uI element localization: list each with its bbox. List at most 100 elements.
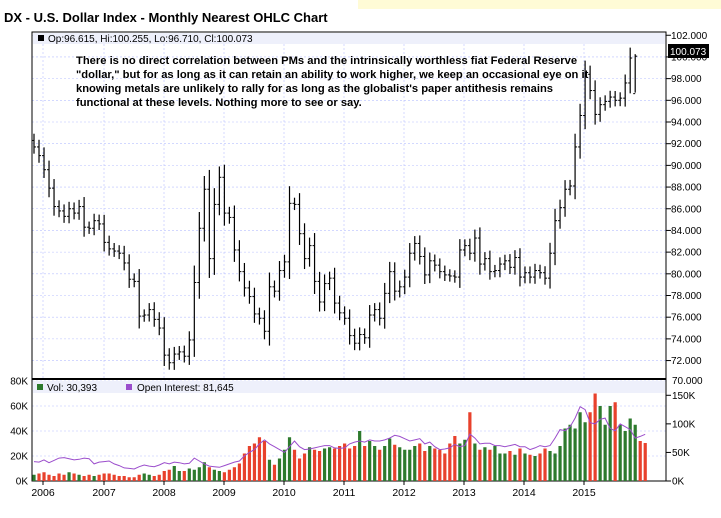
- ohlc-bar: [112, 243, 117, 257]
- volume-bar: [142, 473, 146, 481]
- ohlc-bar: [397, 280, 402, 298]
- volume-bar: [608, 406, 612, 481]
- price-tick-label: 102.000: [671, 31, 708, 42]
- oi-tick-label: 100K: [672, 419, 696, 430]
- ohlc-bar: [32, 133, 36, 154]
- volume-bar: [423, 451, 427, 481]
- volume-bar: [498, 453, 502, 481]
- volume-bar: [528, 454, 532, 481]
- ohlc-bar: [402, 269, 407, 295]
- ohlc-bar: [583, 60, 588, 130]
- volume-bar: [172, 466, 176, 481]
- ohlc-bar: [407, 243, 412, 288]
- volume-bar: [312, 449, 317, 481]
- ohlc-bar: [603, 95, 608, 111]
- ohlc-bar: [197, 212, 202, 299]
- ohlc-bar: [82, 197, 87, 237]
- ohlc-bar: [262, 310, 267, 340]
- oi-tick-label: 150K: [672, 391, 696, 402]
- oi-legend-swatch: [126, 384, 132, 390]
- volume-tick-label: 40K: [10, 427, 28, 438]
- ohlc-bar: [362, 328, 367, 344]
- ohlc-bar: [558, 199, 563, 229]
- volume-bar: [107, 473, 111, 481]
- ohlc-bar: [347, 309, 352, 345]
- volume-bar: [618, 424, 622, 481]
- ohlc-bar: [257, 307, 262, 325]
- volume-bar: [558, 446, 562, 481]
- volume-tick-label: 60K: [10, 402, 28, 413]
- x-tick-label: 2014: [512, 487, 536, 499]
- price-tick-label: 92.000: [671, 139, 702, 150]
- ohlc-bar: [97, 214, 102, 231]
- ohlc-bar: [502, 254, 507, 271]
- price-tick-label: 84.000: [671, 226, 702, 237]
- price-axis-ticks: 72.000 74.000 76.000 78.000 80.000 82.000 84.0…: [666, 31, 708, 367]
- ohlc-bar: [77, 199, 82, 220]
- volume-bar: [578, 412, 582, 481]
- volume-bar: [112, 474, 116, 481]
- volume-bar: [428, 446, 432, 481]
- ohlc-bar: [507, 254, 512, 275]
- ohlc-bar: [422, 247, 427, 285]
- volume-bars: [32, 393, 647, 481]
- volume-bar: [368, 441, 372, 481]
- ohlc-bar: [132, 273, 137, 288]
- ohlc-bar: [87, 221, 92, 234]
- ohlc-bar: [292, 197, 297, 211]
- price-tick-label: 90.000: [671, 161, 702, 172]
- ohlc-bar: [332, 267, 337, 314]
- ohlc-bar: [167, 348, 172, 370]
- ohlc-bar: [182, 345, 187, 363]
- volume-bar: [363, 446, 367, 481]
- ohlc-bar: [342, 306, 347, 325]
- ohlc-bar: [37, 139, 42, 163]
- ohlc-bar: [232, 205, 237, 262]
- volume-bar: [282, 449, 287, 481]
- ohlc-bar: [312, 233, 317, 294]
- oi-tick-label: 0K: [672, 477, 685, 488]
- volume-bar: [483, 447, 487, 481]
- ohlc-bar: [462, 239, 467, 257]
- x-tick-label: 2010: [272, 487, 296, 499]
- volume-bar: [242, 453, 247, 481]
- header-strip: [358, 0, 721, 9]
- volume-bar: [257, 437, 262, 481]
- volume-bar: [493, 446, 497, 481]
- ohlc-bar: [147, 303, 152, 322]
- volume-bar: [643, 443, 647, 481]
- volume-bar: [518, 448, 522, 481]
- ohlc-bar: [633, 54, 638, 95]
- x-tick-label: 2011: [333, 487, 356, 499]
- ohlc-bar: [548, 242, 553, 289]
- ohlc-bar: [357, 327, 362, 351]
- ohlc-bar: [442, 265, 447, 281]
- volume-bar: [147, 474, 151, 481]
- volume-bar: [152, 476, 156, 481]
- volume-bar: [538, 453, 542, 481]
- volume-bar: [473, 443, 477, 481]
- ohlc-bar: [187, 331, 192, 365]
- price-legend-strip: [33, 33, 665, 44]
- ohlc-bar: [613, 90, 618, 107]
- volume-bar: [137, 474, 141, 481]
- volume-bar: [503, 453, 507, 481]
- ohlc-bar: [487, 250, 492, 280]
- volume-bar: [252, 443, 257, 481]
- volume-bar: [603, 424, 607, 481]
- x-tick-label: 2008: [152, 487, 176, 499]
- price-tick-label: 80.000: [671, 269, 702, 280]
- volume-bar: [508, 451, 512, 481]
- ohlc-bar: [227, 206, 232, 224]
- volume-bar: [438, 449, 442, 481]
- volume-tick-label: 80K: [10, 377, 28, 388]
- ohlc-bar: [517, 248, 522, 287]
- volume-bar: [583, 422, 587, 481]
- volume-bar: [563, 428, 567, 481]
- volume-axis-ticks: 0K 20K 40K 60K 80K 0K 50K 100K 150K 70.000: [10, 376, 703, 488]
- ohlc-bar: [568, 179, 573, 196]
- volume-bar: [162, 471, 166, 481]
- volume-bar: [32, 474, 36, 481]
- ohlc-bar: [192, 265, 197, 357]
